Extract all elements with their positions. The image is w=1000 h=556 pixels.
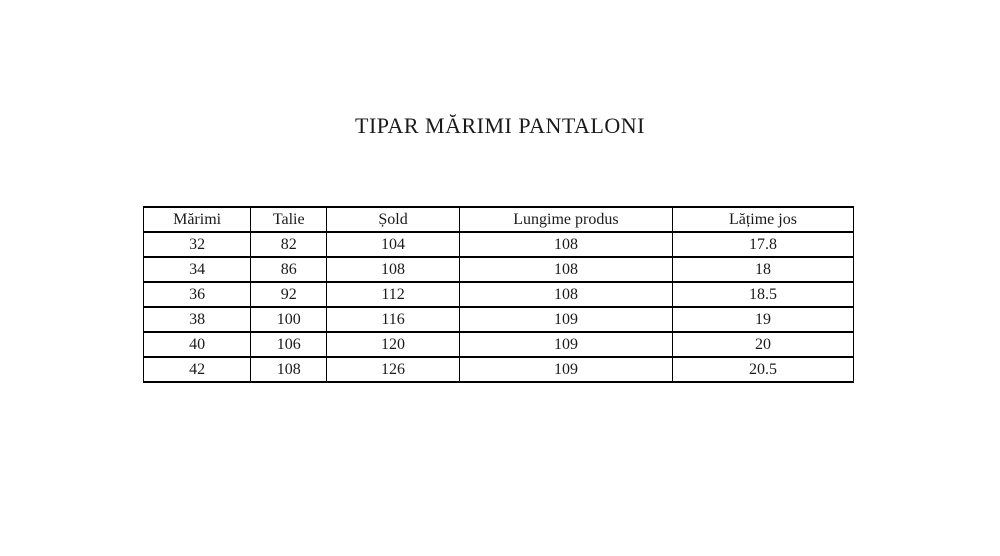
cell-lungime: 108 <box>458 256 673 283</box>
table-row: 42 108 126 109 20.5 <box>142 356 855 383</box>
cell-marimi: 36 <box>142 281 252 308</box>
cell-latime: 17.8 <box>671 231 855 258</box>
cell-latime: 20.5 <box>671 356 855 383</box>
cell-lungime: 109 <box>458 331 673 358</box>
cell-lungime: 109 <box>458 306 673 333</box>
cell-latime: 18 <box>671 256 855 283</box>
table-row: 38 100 116 109 19 <box>142 306 855 333</box>
column-header-sold: Șold <box>326 206 460 233</box>
cell-marimi: 42 <box>142 356 252 383</box>
cell-talie: 82 <box>250 231 328 258</box>
cell-marimi: 34 <box>142 256 252 283</box>
cell-latime: 18.5 <box>671 281 855 308</box>
table-header-row: Mărimi Talie Șold Lungime produs Lățime … <box>142 206 855 233</box>
size-table: Mărimi Talie Șold Lungime produs Lățime … <box>142 206 855 383</box>
table-row: 34 86 108 108 18 <box>142 256 855 283</box>
cell-sold: 108 <box>326 256 460 283</box>
cell-talie: 100 <box>250 306 328 333</box>
cell-lungime: 108 <box>458 231 673 258</box>
cell-lungime: 108 <box>458 281 673 308</box>
cell-sold: 120 <box>326 331 460 358</box>
table-row: 40 106 120 109 20 <box>142 331 855 358</box>
cell-sold: 104 <box>326 231 460 258</box>
page-title: TIPAR MĂRIMI PANTALONI <box>355 113 645 138</box>
column-header-marimi: Mărimi <box>142 206 252 233</box>
column-header-talie: Talie <box>250 206 328 233</box>
cell-talie: 106 <box>250 331 328 358</box>
cell-latime: 19 <box>671 306 855 333</box>
cell-marimi: 40 <box>142 331 252 358</box>
cell-sold: 112 <box>326 281 460 308</box>
cell-marimi: 32 <box>142 231 252 258</box>
cell-sold: 126 <box>326 356 460 383</box>
cell-talie: 92 <box>250 281 328 308</box>
table-row: 36 92 112 108 18.5 <box>142 281 855 308</box>
column-header-latime: Lățime jos <box>671 206 855 233</box>
cell-talie: 108 <box>250 356 328 383</box>
cell-marimi: 38 <box>142 306 252 333</box>
cell-lungime: 109 <box>458 356 673 383</box>
cell-talie: 86 <box>250 256 328 283</box>
column-header-lungime: Lungime produs <box>458 206 673 233</box>
cell-sold: 116 <box>326 306 460 333</box>
cell-latime: 20 <box>671 331 855 358</box>
table-row: 32 82 104 108 17.8 <box>142 231 855 258</box>
